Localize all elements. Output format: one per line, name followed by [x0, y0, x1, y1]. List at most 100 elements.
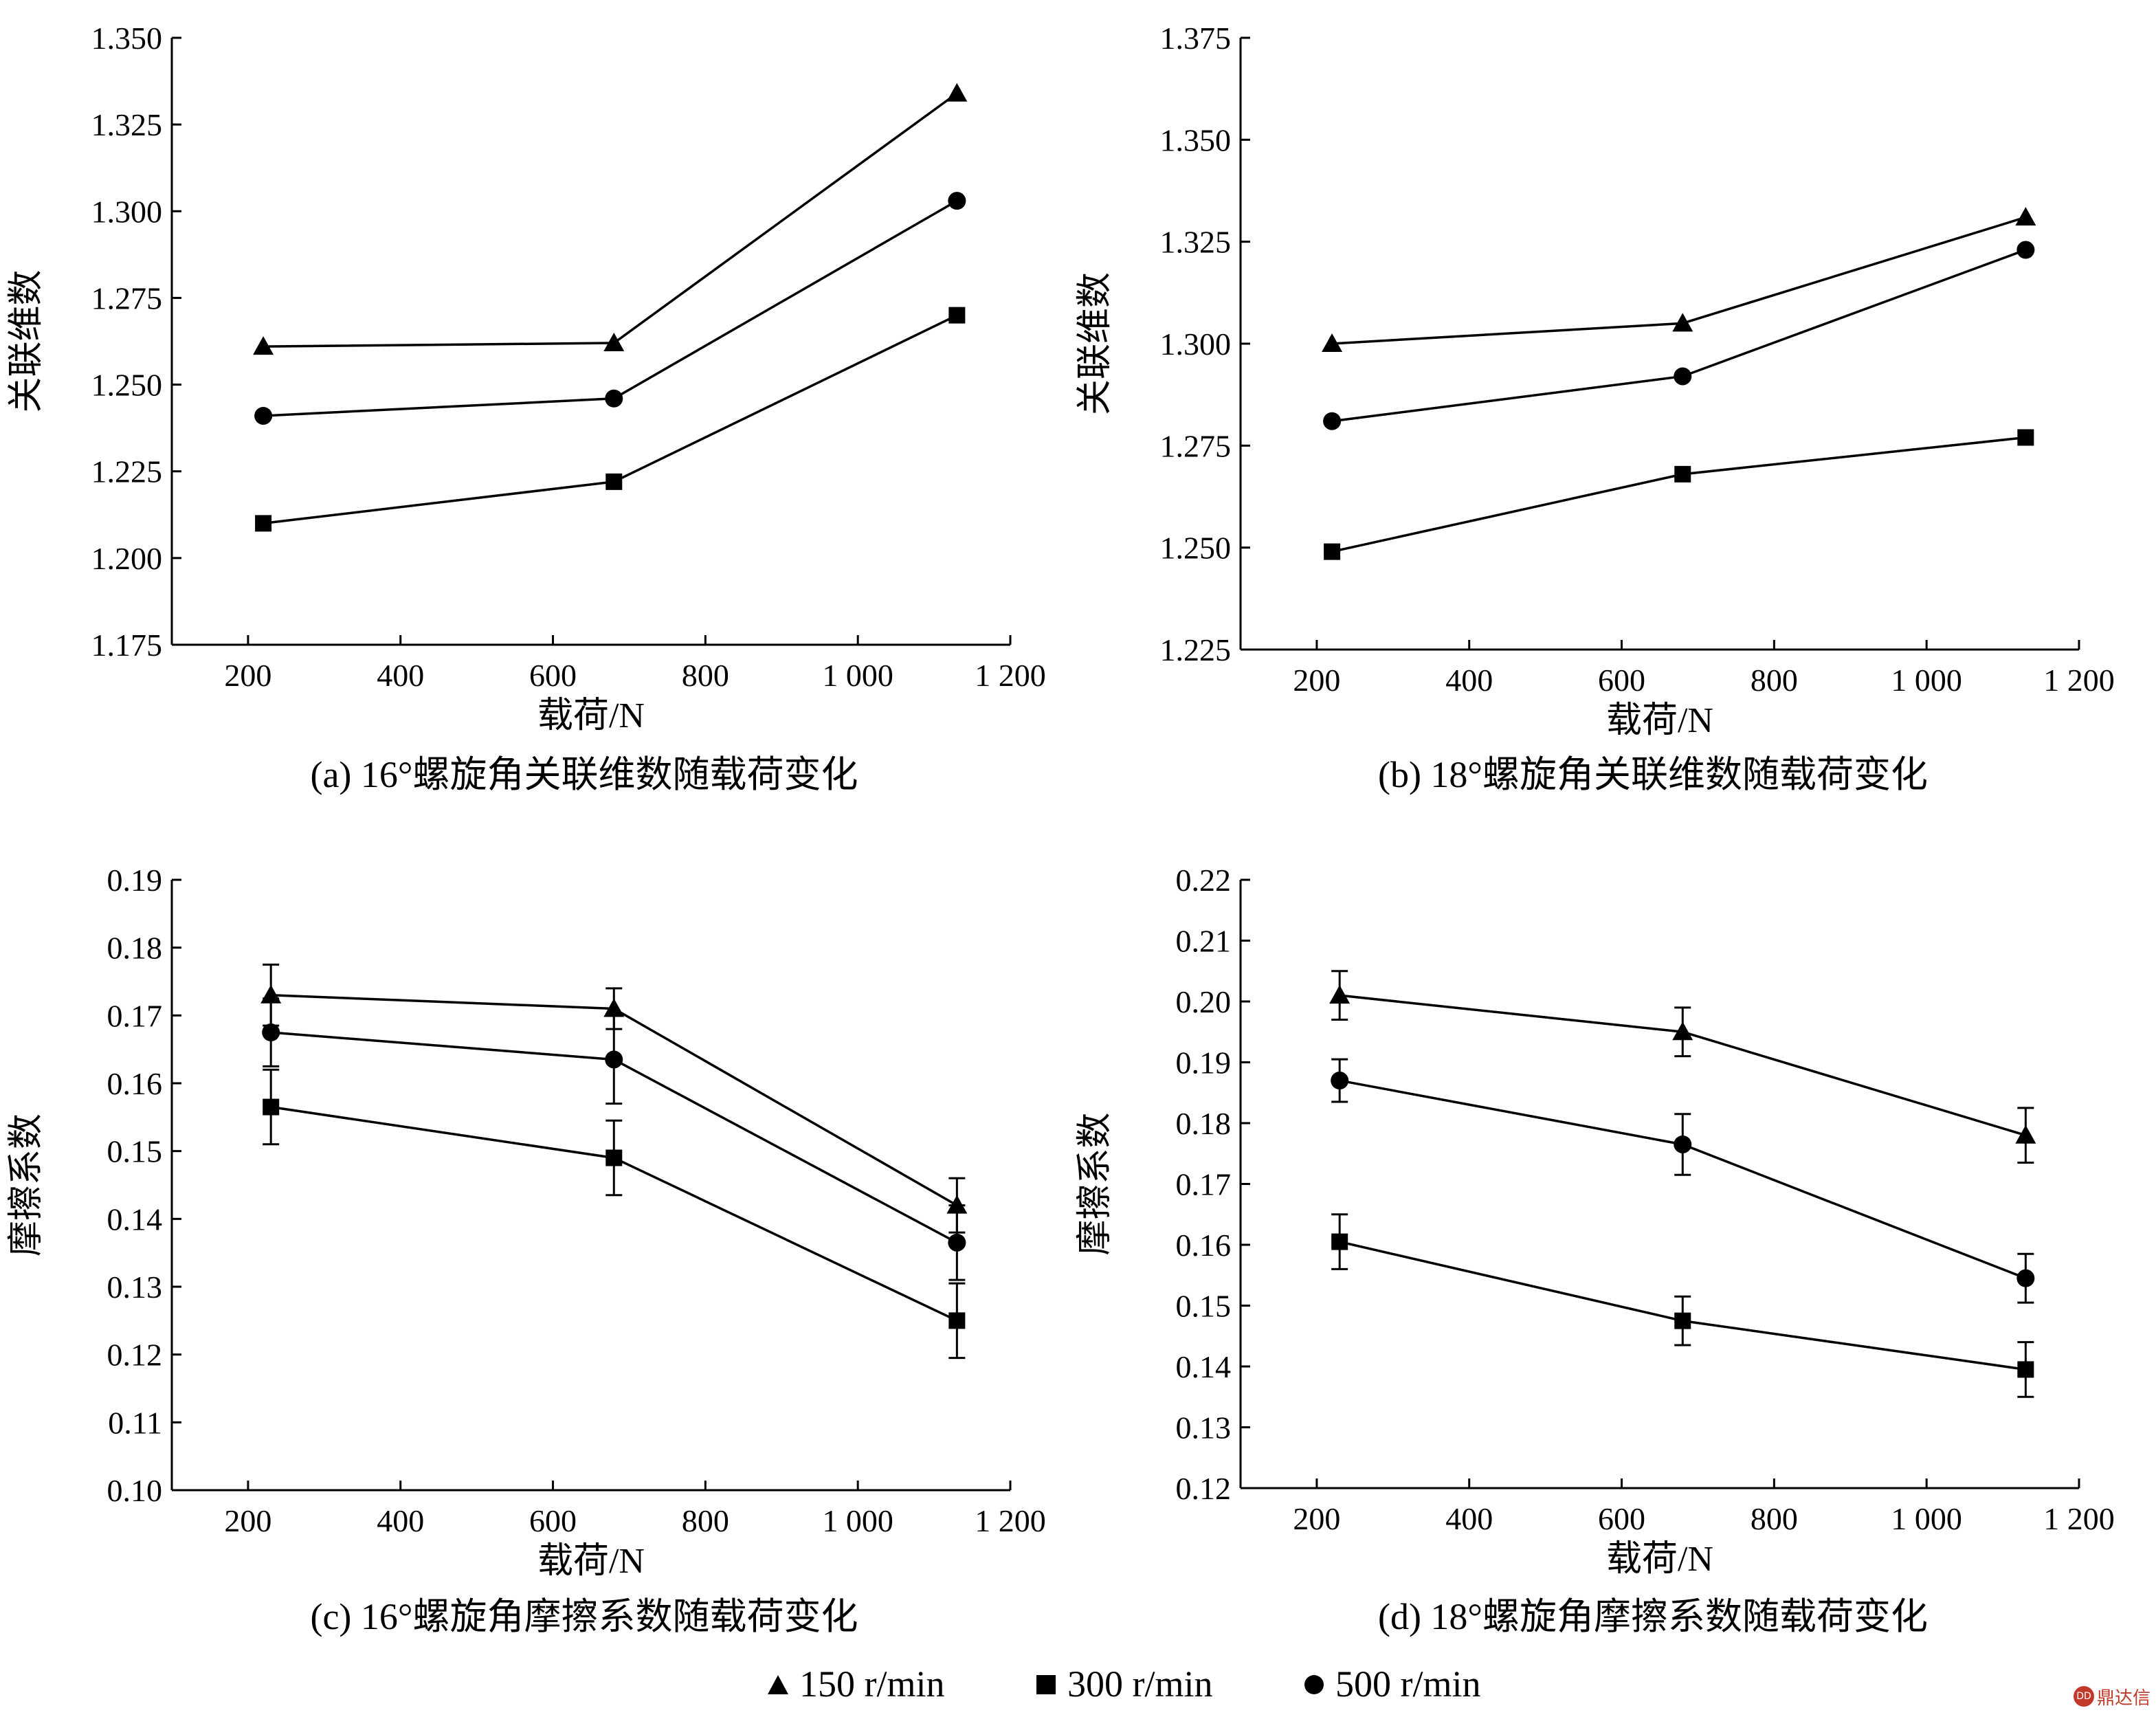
x-tick-label: 1 000: [1891, 1501, 1962, 1536]
data-point-triangle: [1672, 1021, 1693, 1041]
series-line: [1331, 436, 2026, 553]
x-tick-label: 200: [224, 658, 271, 693]
x-tick-label: 600: [1598, 1501, 1645, 1536]
data-point-triangle: [2015, 207, 2036, 226]
data-point-square: [1674, 465, 1691, 483]
y-tick-label: 0.15: [107, 1134, 163, 1169]
data-point-square: [605, 473, 623, 490]
data-point-circle: [948, 192, 966, 210]
y-axis-title: 摩擦系数: [1076, 1112, 1115, 1255]
y-tick-label: 1.250: [91, 368, 163, 403]
data-point-circle: [254, 406, 273, 425]
series-300-r-min: [263, 1068, 966, 1360]
panel-caption: (d) 18°螺旋角摩擦系数随载荷变化: [1378, 1596, 1928, 1637]
series-300-r-min: [255, 307, 966, 532]
legend-item-150: 150 r/min: [766, 1660, 945, 1708]
y-tick-label: 0.14: [1176, 1349, 1232, 1384]
series-150-r-min: [1329, 970, 2036, 1164]
series-300-r-min: [1324, 429, 2034, 560]
square-icon: [1034, 1663, 1058, 1705]
series-line: [1339, 1079, 2026, 1280]
data-point-circle: [1323, 412, 1342, 430]
series-500-r-min: [1331, 1058, 2035, 1304]
x-tick-label: 200: [224, 1503, 271, 1538]
data-point-triangle: [603, 333, 625, 352]
data-point-circle: [605, 389, 623, 408]
series-300-r-min: [1331, 1213, 2034, 1398]
data-point-circle: [262, 1023, 280, 1041]
x-tick-label: 1 000: [1891, 663, 1962, 698]
panel-caption: (a) 16°螺旋角关联维数随载荷变化: [310, 754, 858, 795]
legend-item-300: 300 r/min: [1034, 1660, 1213, 1708]
x-tick-label: 400: [1445, 663, 1493, 698]
chart-panel-d: 0.12 0.13 0.14 0.15 0.16 0.17 0.18 0.19 0.20 0.21…: [1076, 863, 2115, 1637]
y-axis-title: 关联维数: [1076, 272, 1115, 415]
y-axis-title: 关联维数: [7, 269, 46, 412]
y-tick-label: 0.21: [1176, 924, 1232, 959]
legend-label-300: 300 r/min: [1067, 1663, 1213, 1705]
y-tick-label: 0.17: [107, 998, 163, 1033]
x-tick-label: 400: [1445, 1501, 1493, 1536]
x-axis-title: 载荷/N: [1606, 1540, 1713, 1579]
legend-label-500: 500 r/min: [1335, 1663, 1481, 1705]
y-tick-label: 0.16: [107, 1066, 163, 1101]
y-tick-label: 0.20: [1176, 984, 1232, 1019]
x-tick-label: 1 000: [822, 1503, 893, 1538]
data-point-square: [1674, 1312, 1691, 1329]
watermark-logo: DD 鼎达信: [2073, 1681, 2151, 1712]
data-point-circle: [2016, 1269, 2035, 1287]
circle-icon: [1302, 1663, 1326, 1705]
series-line: [263, 199, 958, 417]
y-tick-label: 1.225: [91, 454, 163, 489]
data-point-triangle: [253, 336, 274, 355]
y-tick-label: 0.12: [1176, 1471, 1232, 1506]
y-tick-label: 1.325: [1160, 225, 1232, 260]
chart-panel-b: 1.225 1.250 1.275 1.300 1.325 1.350 1.375 200 40…: [1076, 21, 2115, 795]
data-point-square: [255, 515, 272, 532]
y-tick-label: 0.19: [1176, 1045, 1232, 1081]
x-tick-label: 200: [1293, 1501, 1340, 1536]
x-tick-label: 600: [529, 1503, 577, 1538]
series-line: [263, 92, 958, 348]
x-tick-label: 600: [529, 658, 577, 693]
y-tick-label: 1.200: [91, 541, 163, 576]
y-tick-label: 1.300: [91, 194, 163, 229]
data-point-circle: [1674, 367, 1692, 386]
series-line: [1331, 248, 2026, 423]
data-point-square: [263, 1098, 280, 1116]
y-tick-label: 0.13: [1176, 1410, 1232, 1445]
figure-legend: 150 r/min 300 r/min 500 r/min: [0, 1660, 2156, 1708]
x-tick-label: 400: [377, 658, 424, 693]
watermark-text: 鼎达信: [2096, 1687, 2151, 1709]
data-point-square: [948, 1312, 966, 1329]
x-tick-label: 600: [1598, 663, 1645, 698]
x-tick-label: 800: [1751, 663, 1798, 698]
y-tick-label: 0.18: [107, 931, 163, 966]
x-tick-label: 1 200: [975, 1503, 1046, 1538]
y-tick-label: 1.350: [91, 21, 163, 56]
y-tick-label: 0.14: [107, 1201, 163, 1237]
x-tick-label: 1 200: [2043, 1501, 2115, 1536]
y-tick-label: 1.350: [1160, 122, 1232, 157]
data-point-square: [1331, 1233, 1348, 1250]
data-point-circle: [948, 1233, 966, 1252]
series-150-r-min: [253, 82, 968, 355]
x-tick-label: 800: [1751, 1501, 1798, 1536]
y-tick-label: 0.18: [1176, 1106, 1232, 1141]
data-point-circle: [605, 1050, 623, 1069]
data-point-circle: [2016, 241, 2035, 259]
legend-item-500: 500 r/min: [1302, 1660, 1481, 1708]
y-tick-label: 0.22: [1176, 863, 1232, 898]
y-tick-label: 1.250: [1160, 531, 1232, 566]
data-point-square: [605, 1149, 623, 1166]
data-point-triangle: [1329, 985, 1351, 1004]
data-point-square: [2017, 1361, 2034, 1378]
x-axis-title: 载荷/N: [1606, 701, 1713, 740]
x-tick-label: 1 200: [975, 658, 1046, 693]
y-tick-label: 1.375: [1160, 21, 1232, 56]
data-point-triangle: [2015, 1125, 2036, 1144]
data-point-triangle: [1672, 313, 1693, 332]
y-tick-label: 0.10: [107, 1473, 163, 1508]
y-tick-label: 0.12: [107, 1338, 163, 1373]
